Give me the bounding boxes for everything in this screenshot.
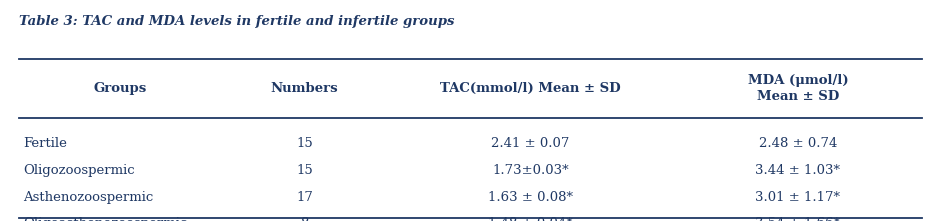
Text: Asthenozoospermic: Asthenozoospermic	[24, 191, 153, 204]
Text: 3.01 ± 1.17*: 3.01 ± 1.17*	[756, 191, 840, 204]
Text: Fertile: Fertile	[24, 137, 67, 150]
Text: 1.73±0.03*: 1.73±0.03*	[492, 164, 568, 177]
Text: Oligoasthenozoospermic: Oligoasthenozoospermic	[24, 217, 187, 221]
Text: Numbers: Numbers	[271, 82, 339, 95]
Text: Groups: Groups	[93, 82, 147, 95]
Text: 3.54 ± 1.66*: 3.54 ± 1.66*	[756, 217, 840, 221]
Text: 8: 8	[300, 217, 309, 221]
Text: 15: 15	[296, 164, 313, 177]
Text: TAC(mmol/l) Mean ± SD: TAC(mmol/l) Mean ± SD	[440, 82, 621, 95]
Text: 1.63 ± 0.08*: 1.63 ± 0.08*	[488, 191, 573, 204]
Text: 15: 15	[296, 137, 313, 150]
Text: 2.48 ± 0.74: 2.48 ± 0.74	[758, 137, 837, 150]
Text: MDA (μmol/l)
Mean ± SD: MDA (μmol/l) Mean ± SD	[747, 74, 848, 103]
Text: 1.48 ± 0.04*: 1.48 ± 0.04*	[488, 217, 573, 221]
Text: Oligozoospermic: Oligozoospermic	[24, 164, 135, 177]
Text: 2.41 ± 0.07: 2.41 ± 0.07	[491, 137, 569, 150]
Text: Table 3: TAC and MDA levels in fertile and infertile groups: Table 3: TAC and MDA levels in fertile a…	[19, 15, 455, 28]
Text: 3.44 ± 1.03*: 3.44 ± 1.03*	[756, 164, 840, 177]
Text: 17: 17	[296, 191, 313, 204]
